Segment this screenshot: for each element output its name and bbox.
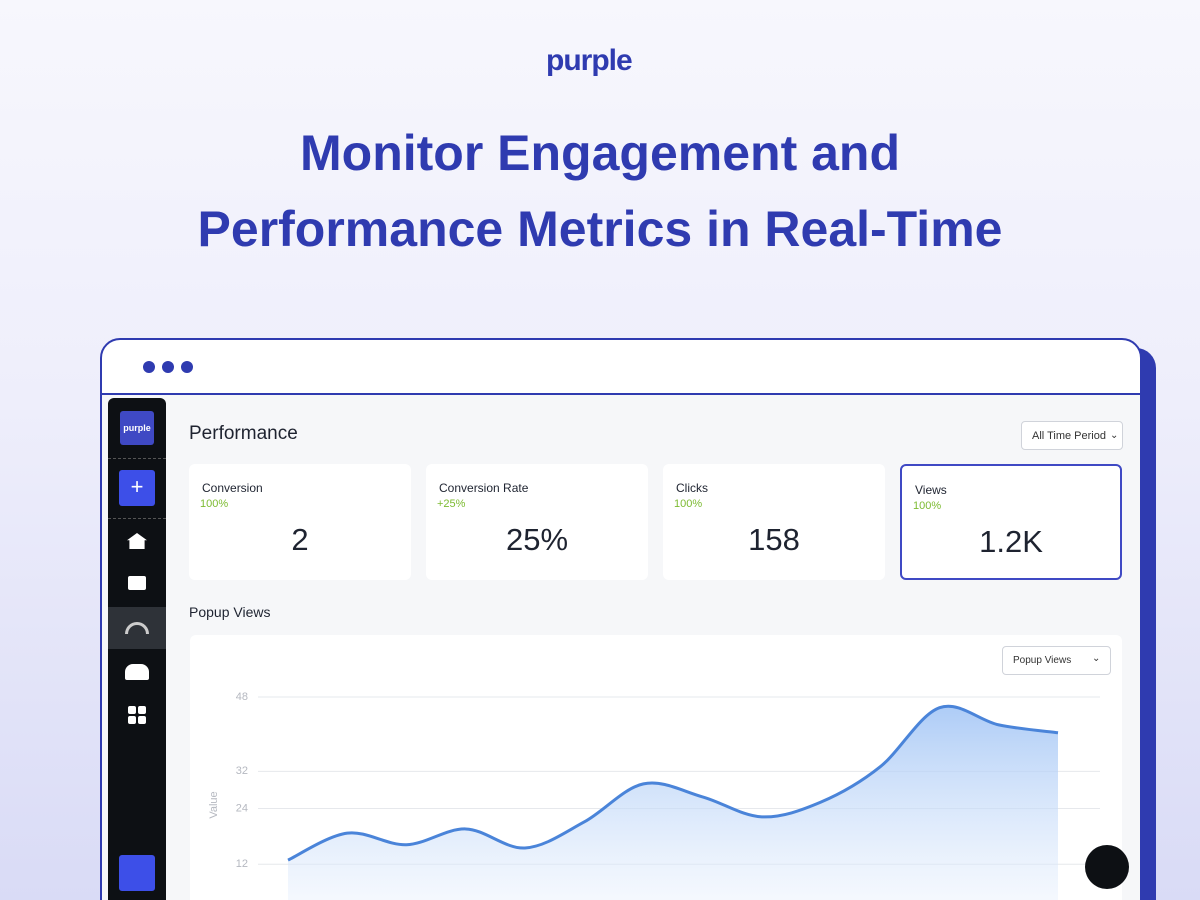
y-axis-label: Value xyxy=(208,791,220,818)
chat-button[interactable] xyxy=(1085,845,1129,889)
section-title: Popup Views xyxy=(189,604,271,620)
chart-select[interactable]: Popup Views xyxy=(1002,646,1111,675)
briefcase-button[interactable] xyxy=(119,855,155,891)
messages-icon[interactable] xyxy=(128,576,146,590)
card-label: Views xyxy=(915,483,947,497)
card-value: 1.2K xyxy=(979,524,1043,559)
card-label: Conversion Rate xyxy=(439,481,529,495)
headline: Monitor Engagement and xyxy=(300,125,900,181)
card-value: 2 xyxy=(291,522,309,557)
home-icon[interactable] xyxy=(127,533,147,549)
sidebar-logo[interactable]: purple xyxy=(120,411,154,445)
y-tick-label: 12 xyxy=(236,858,248,870)
card-change: 100% xyxy=(913,500,942,512)
add-button[interactable]: + xyxy=(119,470,155,506)
headline: Performance Metrics in Real-Time xyxy=(197,201,1003,257)
apps-icon[interactable] xyxy=(128,706,136,714)
y-tick-label: 48 xyxy=(236,691,248,703)
window-dot xyxy=(162,361,174,373)
divider xyxy=(108,518,166,519)
area-fill xyxy=(288,706,1058,900)
frame-divider xyxy=(102,393,1140,395)
sidebar: purple + xyxy=(108,398,166,900)
window-dot xyxy=(181,361,193,373)
stat-card: Conversion Rate +25% 25% xyxy=(426,464,648,580)
card-change: 100% xyxy=(674,498,703,510)
stat-card: Clicks 100% 158 xyxy=(663,464,885,580)
card-value: 25% xyxy=(505,522,569,557)
y-tick-label: 32 xyxy=(236,765,248,777)
page-title: Performance xyxy=(189,423,298,444)
card-label: Clicks xyxy=(676,481,708,495)
card-label: Conversion xyxy=(202,481,263,495)
divider xyxy=(108,458,166,459)
y-tick-label: 24 xyxy=(236,802,248,814)
card-change: +25% xyxy=(437,498,466,510)
chevron: ⌄ xyxy=(1110,430,1119,441)
window-dot xyxy=(143,361,155,373)
stat-card[interactable]: Views 100% 1.2K xyxy=(900,464,1122,580)
card-change: 100% xyxy=(200,498,229,510)
line xyxy=(287,704,1059,862)
users-icon[interactable] xyxy=(125,664,149,680)
period-select[interactable]: All Time Period xyxy=(1021,421,1123,450)
stat-card: Conversion 100% 2 xyxy=(189,464,411,580)
card-value: 158 xyxy=(748,522,800,557)
chevron: ⌄ xyxy=(1092,653,1101,664)
brand-logo[interactable]: purple xyxy=(546,44,633,77)
chart: Value 12 24 32 48 xyxy=(208,691,1100,900)
gauge-icon xyxy=(125,622,149,634)
